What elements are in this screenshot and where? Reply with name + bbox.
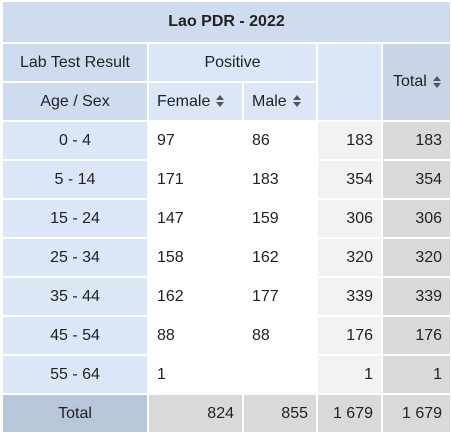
table-title: Lao PDR - 2022 [0, 0, 451, 44]
row-label: 55 - 64 [1, 354, 149, 395]
male-value [242, 354, 318, 395]
table-row: 5 - 14 171 183 354 354 [1, 159, 451, 200]
table-row: 0 - 4 97 86 183 183 [1, 120, 451, 161]
female-value: 1 [147, 354, 244, 395]
row-grand-total: 176 [380, 315, 451, 356]
sort-icon[interactable] [432, 75, 441, 88]
row-label: 0 - 4 [1, 120, 149, 161]
column-group-positive: Positive [147, 42, 318, 83]
table-row: 25 - 34 158 162 320 320 [1, 237, 451, 278]
row-subtotal: 339 [316, 276, 383, 317]
female-value: 158 [147, 237, 244, 278]
row-label: 5 - 14 [1, 159, 149, 200]
row-subtotal: 306 [316, 198, 383, 239]
grand-total: 1 679 [380, 393, 451, 434]
female-value: 147 [147, 198, 244, 239]
female-value: 171 [147, 159, 244, 200]
totals-row: Total 824 855 1 679 1 679 [1, 393, 451, 434]
subtotal-total: 1 679 [316, 393, 383, 434]
male-column-header[interactable]: Male [242, 81, 318, 122]
female-value: 162 [147, 276, 244, 317]
male-value: 86 [242, 120, 318, 161]
row-label: 15 - 24 [1, 198, 149, 239]
table-row: 55 - 64 1 1 1 [1, 354, 451, 395]
row-grand-total: 354 [380, 159, 451, 200]
row-subtotal: 1 [316, 354, 383, 395]
male-header-label: Male [252, 92, 287, 110]
row-grand-total: 306 [380, 198, 451, 239]
column-dimension-label: Lab Test Result [1, 42, 149, 83]
table-row: 45 - 54 88 88 176 176 [1, 315, 451, 356]
table-row: 35 - 44 162 177 339 339 [1, 276, 451, 317]
table-row: 15 - 24 147 159 306 306 [1, 198, 451, 239]
female-total: 824 [147, 393, 244, 434]
female-value: 88 [147, 315, 244, 356]
sort-icon[interactable] [216, 95, 225, 108]
row-total-header [316, 42, 383, 122]
sort-icon[interactable] [292, 95, 301, 108]
male-total: 855 [242, 393, 318, 434]
row-grand-total: 1 [380, 354, 451, 395]
total-header-label: Total [393, 73, 427, 90]
female-value: 97 [147, 120, 244, 161]
row-subtotal: 183 [316, 120, 383, 161]
row-subtotal: 354 [316, 159, 383, 200]
row-subtotal: 176 [316, 315, 383, 356]
row-grand-total: 339 [380, 276, 451, 317]
male-value: 88 [242, 315, 318, 356]
female-column-header[interactable]: Female [147, 81, 244, 122]
row-subtotal: 320 [316, 237, 383, 278]
row-dimension-label: Age / Sex [1, 81, 149, 122]
male-value: 183 [242, 159, 318, 200]
male-value: 159 [242, 198, 318, 239]
male-value: 177 [242, 276, 318, 317]
female-header-label: Female [157, 92, 211, 110]
row-label: 45 - 54 [1, 315, 149, 356]
male-value: 162 [242, 237, 318, 278]
total-column-header[interactable]: Total [380, 42, 451, 122]
row-label: 25 - 34 [1, 237, 149, 278]
row-grand-total: 320 [380, 237, 451, 278]
totals-label: Total [1, 393, 149, 434]
row-grand-total: 183 [380, 120, 451, 161]
row-label: 35 - 44 [1, 276, 149, 317]
